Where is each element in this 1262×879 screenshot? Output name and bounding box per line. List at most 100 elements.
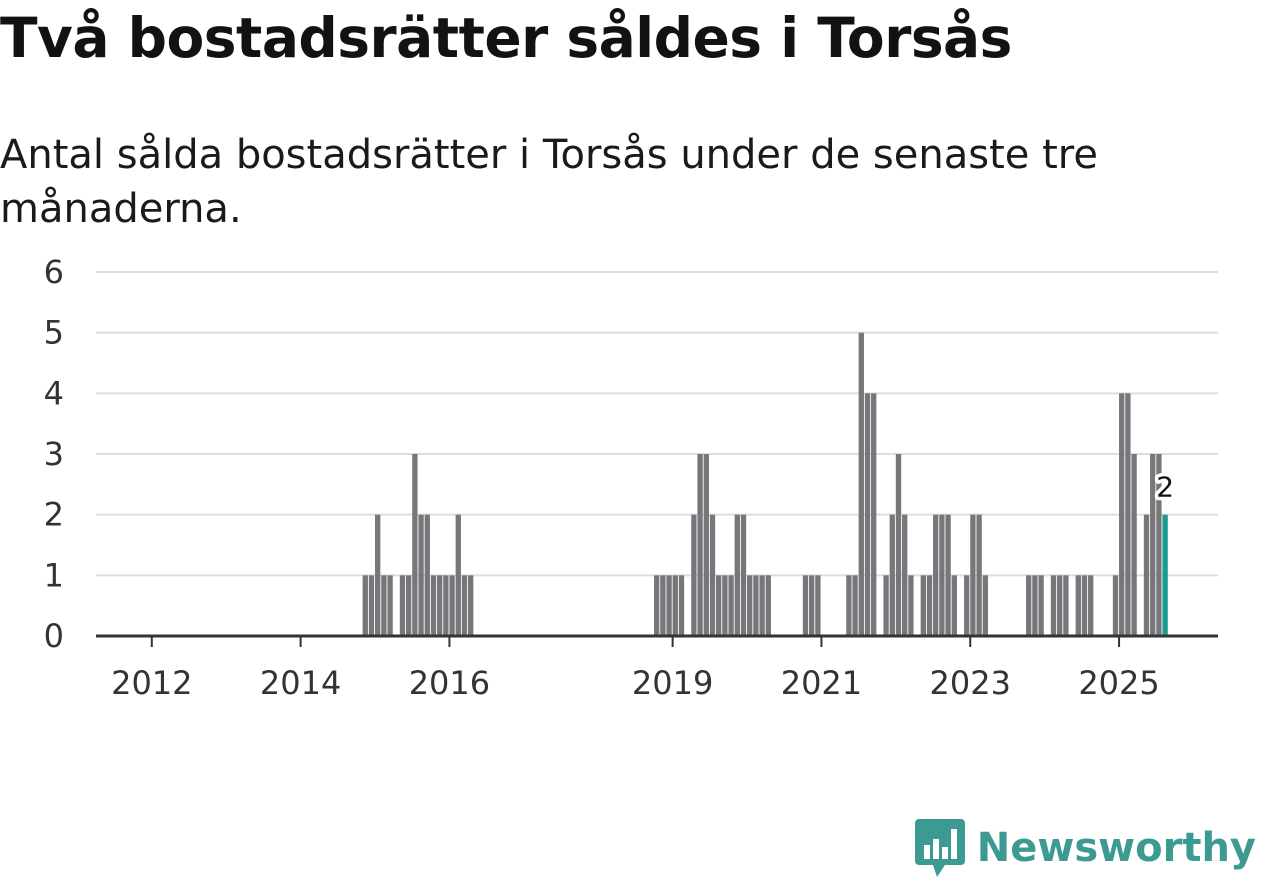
bar-2019-05: [697, 454, 703, 636]
bar-2025-05: [1143, 514, 1150, 636]
chart-subtitle: Antal sålda bostadsrätter i Torsås under…: [0, 132, 1098, 232]
bar-2015-03: [387, 575, 393, 636]
y-tick-label-1: 1: [44, 556, 64, 594]
bar-2023-02: [976, 514, 982, 636]
highlight-annotation: 2: [1153, 467, 1178, 507]
x-tick-label-2023: 2023: [930, 664, 1011, 702]
bar-2022-12: [964, 575, 970, 636]
bar-2015-12: [443, 575, 449, 636]
bar-2014-12: [368, 575, 375, 636]
bar-2023-10: [1026, 575, 1032, 636]
bar-2016-01: [449, 575, 455, 636]
bar-2019-04: [691, 514, 697, 636]
bar-2018-10: [654, 575, 660, 636]
bar-2022-07: [933, 514, 939, 636]
bar-2023-03: [982, 575, 988, 636]
bar-2016-03: [461, 575, 468, 636]
y-tick-label-2: 2: [44, 496, 64, 534]
bar-2015-07: [412, 454, 418, 636]
bar-2015-01: [375, 514, 381, 636]
bar-2025-03: [1131, 454, 1137, 636]
bar-2015-08: [418, 514, 424, 636]
bar-2019-10: [728, 575, 734, 636]
bar-2015-06: [406, 575, 412, 636]
bar-2024-04: [1063, 575, 1069, 636]
newsworthy-logo: Newsworthy: [914, 819, 1256, 877]
x-axis-labels: 2012 2014 2016 2019 2021 2023 2025: [111, 664, 1160, 702]
y-tick-label-0: 0: [44, 617, 64, 655]
bar-2020-12: [815, 575, 821, 636]
bar-2020-11: [809, 575, 815, 636]
bar-2015-10: [430, 575, 437, 636]
bar-2024-03: [1057, 575, 1063, 636]
x-tick-label-2012: 2012: [111, 664, 192, 702]
bar-2021-05: [846, 575, 852, 636]
bar-2020-02: [753, 575, 759, 636]
bar-2025-08: [1162, 514, 1168, 636]
bar-2016-02: [455, 514, 461, 636]
bar-2020-10: [802, 575, 809, 636]
bar-2019-01: [672, 575, 678, 636]
bar-2021-09: [871, 393, 877, 636]
y-axis-labels: 0 1 2 3 4 5 6: [44, 253, 64, 655]
bar-2014-11: [362, 575, 368, 636]
bar-2022-06: [926, 575, 933, 636]
bar-2024-08: [1088, 575, 1094, 636]
bar-2024-06: [1075, 575, 1081, 636]
bar-2022-10: [951, 575, 957, 636]
y-tick-label-6: 6: [44, 253, 64, 291]
bar-2016-04: [468, 575, 474, 636]
y-tick-label-3: 3: [44, 435, 64, 473]
bar-2018-11: [660, 575, 666, 636]
bar-2015-05: [399, 575, 406, 636]
bar-2021-06: [852, 575, 858, 636]
bar-2022-08: [939, 514, 945, 636]
bar-2022-05: [920, 575, 926, 636]
bar-2025-01: [1119, 393, 1125, 636]
y-tick-label-4: 4: [44, 374, 64, 412]
bar-2024-02: [1050, 575, 1057, 636]
bars: [362, 332, 1168, 636]
newsworthy-chart-icon: [914, 819, 965, 877]
x-tick-label-2014: 2014: [260, 664, 341, 702]
bar-2025-06: [1150, 454, 1156, 636]
bar-2019-02: [678, 575, 685, 636]
bar-2022-02: [902, 514, 908, 636]
x-tick-label-2021: 2021: [781, 664, 862, 702]
bar-2024-12: [1112, 575, 1119, 636]
bar-2020-01: [747, 575, 753, 636]
bar-2020-04: [765, 575, 771, 636]
bar-2024-07: [1081, 575, 1088, 636]
brand-name: Newsworthy: [976, 825, 1256, 871]
bar-2019-12: [740, 514, 747, 636]
bar-2019-08: [716, 575, 722, 636]
bar-2019-06: [703, 454, 709, 636]
x-tick-label-2025: 2025: [1078, 664, 1159, 702]
bar-2019-11: [734, 514, 740, 636]
bar-2025-07: [1156, 454, 1162, 636]
bar-2015-02: [381, 575, 387, 636]
bar-2023-01: [970, 514, 976, 636]
bar-2021-08: [864, 393, 871, 636]
x-axis-ticks: [150, 636, 1121, 647]
bar-2022-01: [895, 454, 902, 636]
x-tick-label-2019: 2019: [632, 664, 713, 702]
bar-2019-07: [709, 514, 716, 636]
bar-2023-12: [1038, 575, 1044, 636]
bar-2022-09: [945, 514, 951, 636]
chart-title: Två bostadsrätter såldes i Torsås: [0, 6, 1012, 70]
x-tick-label-2016: 2016: [409, 664, 490, 702]
y-gridlines: [96, 271, 1218, 577]
bar-2015-09: [424, 514, 430, 636]
bar-2019-09: [722, 575, 728, 636]
bar-2021-12: [889, 514, 895, 636]
bar-2022-03: [908, 575, 914, 636]
bar-2020-03: [759, 575, 765, 636]
y-tick-label-5: 5: [44, 314, 64, 352]
bar-2025-02: [1125, 393, 1131, 636]
highlight-value-label: 2: [1156, 471, 1174, 504]
bar-2021-11: [883, 575, 889, 636]
bar-2018-12: [666, 575, 672, 636]
bar-2015-11: [437, 575, 443, 636]
